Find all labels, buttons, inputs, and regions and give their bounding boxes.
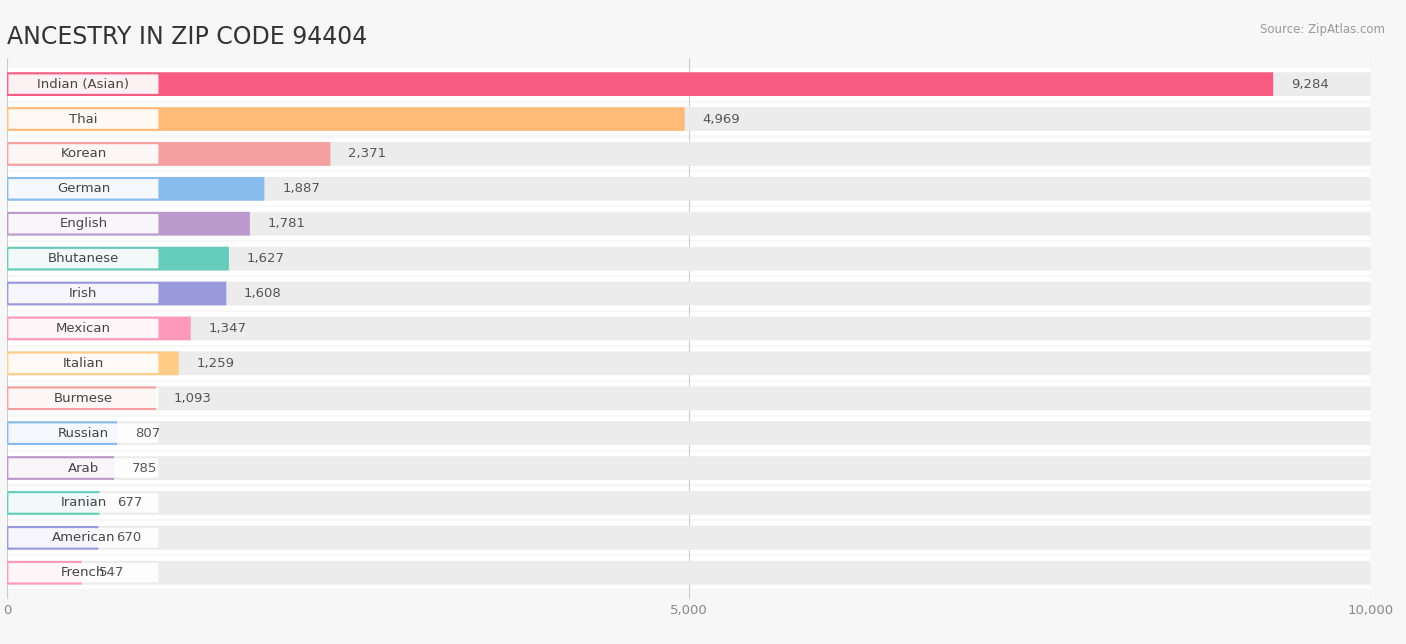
Text: English: English (59, 217, 107, 231)
FancyBboxPatch shape (8, 528, 159, 547)
FancyBboxPatch shape (8, 144, 159, 164)
FancyBboxPatch shape (7, 561, 1371, 585)
FancyBboxPatch shape (8, 493, 159, 513)
FancyBboxPatch shape (8, 179, 159, 198)
Text: 1,781: 1,781 (267, 217, 305, 231)
FancyBboxPatch shape (7, 421, 117, 445)
FancyBboxPatch shape (8, 75, 159, 94)
FancyBboxPatch shape (8, 423, 159, 443)
FancyBboxPatch shape (7, 456, 1371, 480)
FancyBboxPatch shape (7, 177, 264, 201)
FancyBboxPatch shape (7, 72, 1274, 96)
FancyBboxPatch shape (7, 522, 1371, 554)
FancyBboxPatch shape (7, 382, 1371, 415)
Text: 1,887: 1,887 (283, 182, 321, 195)
Text: 785: 785 (132, 462, 157, 475)
Text: 547: 547 (100, 566, 125, 579)
FancyBboxPatch shape (7, 347, 1371, 380)
FancyBboxPatch shape (8, 109, 159, 129)
FancyBboxPatch shape (7, 556, 1371, 589)
FancyBboxPatch shape (8, 563, 159, 582)
Text: Bhutanese: Bhutanese (48, 252, 120, 265)
Text: Irish: Irish (69, 287, 97, 300)
FancyBboxPatch shape (8, 388, 159, 408)
FancyBboxPatch shape (8, 319, 159, 338)
FancyBboxPatch shape (7, 142, 1371, 166)
Text: 807: 807 (135, 426, 160, 440)
FancyBboxPatch shape (8, 249, 159, 269)
Text: Thai: Thai (69, 113, 97, 126)
FancyBboxPatch shape (8, 214, 159, 234)
Text: Italian: Italian (63, 357, 104, 370)
FancyBboxPatch shape (7, 317, 191, 340)
FancyBboxPatch shape (7, 281, 226, 305)
Text: German: German (56, 182, 110, 195)
FancyBboxPatch shape (7, 491, 1371, 515)
Text: 1,627: 1,627 (246, 252, 284, 265)
Text: Burmese: Burmese (53, 392, 112, 404)
Text: 677: 677 (117, 497, 142, 509)
Text: Indian (Asian): Indian (Asian) (38, 78, 129, 91)
FancyBboxPatch shape (7, 138, 1371, 171)
FancyBboxPatch shape (7, 417, 1371, 450)
FancyBboxPatch shape (7, 456, 114, 480)
FancyBboxPatch shape (7, 242, 1371, 275)
FancyBboxPatch shape (7, 102, 1371, 135)
Text: 9,284: 9,284 (1291, 78, 1329, 91)
FancyBboxPatch shape (7, 72, 1371, 96)
FancyBboxPatch shape (7, 277, 1371, 310)
FancyBboxPatch shape (7, 247, 229, 270)
Text: 670: 670 (117, 531, 142, 544)
FancyBboxPatch shape (7, 491, 100, 515)
FancyBboxPatch shape (7, 526, 98, 550)
FancyBboxPatch shape (7, 247, 1371, 270)
FancyBboxPatch shape (7, 386, 156, 410)
FancyBboxPatch shape (7, 486, 1371, 519)
Text: 1,347: 1,347 (208, 322, 246, 335)
FancyBboxPatch shape (8, 354, 159, 373)
FancyBboxPatch shape (7, 212, 250, 236)
FancyBboxPatch shape (7, 386, 1371, 410)
FancyBboxPatch shape (7, 312, 1371, 345)
FancyBboxPatch shape (7, 352, 179, 375)
Text: Korean: Korean (60, 147, 107, 160)
FancyBboxPatch shape (7, 317, 1371, 340)
Text: ANCESTRY IN ZIP CODE 94404: ANCESTRY IN ZIP CODE 94404 (7, 25, 367, 49)
FancyBboxPatch shape (7, 451, 1371, 484)
FancyBboxPatch shape (7, 421, 1371, 445)
Text: Russian: Russian (58, 426, 110, 440)
FancyBboxPatch shape (7, 561, 82, 585)
Text: American: American (52, 531, 115, 544)
FancyBboxPatch shape (7, 107, 1371, 131)
Text: Source: ZipAtlas.com: Source: ZipAtlas.com (1260, 23, 1385, 35)
Text: 4,969: 4,969 (703, 113, 740, 126)
Text: Iranian: Iranian (60, 497, 107, 509)
FancyBboxPatch shape (7, 177, 1371, 201)
Text: 1,608: 1,608 (245, 287, 281, 300)
FancyBboxPatch shape (7, 207, 1371, 240)
FancyBboxPatch shape (7, 526, 1371, 550)
FancyBboxPatch shape (7, 173, 1371, 205)
FancyBboxPatch shape (7, 212, 1371, 236)
FancyBboxPatch shape (8, 459, 159, 478)
FancyBboxPatch shape (7, 281, 1371, 305)
Text: 2,371: 2,371 (349, 147, 387, 160)
Text: Mexican: Mexican (56, 322, 111, 335)
FancyBboxPatch shape (7, 352, 1371, 375)
Text: 1,259: 1,259 (197, 357, 235, 370)
Text: Arab: Arab (67, 462, 98, 475)
FancyBboxPatch shape (7, 68, 1371, 100)
FancyBboxPatch shape (7, 142, 330, 166)
FancyBboxPatch shape (8, 284, 159, 303)
Text: French: French (62, 566, 105, 579)
FancyBboxPatch shape (7, 107, 685, 131)
Text: 1,093: 1,093 (174, 392, 212, 404)
